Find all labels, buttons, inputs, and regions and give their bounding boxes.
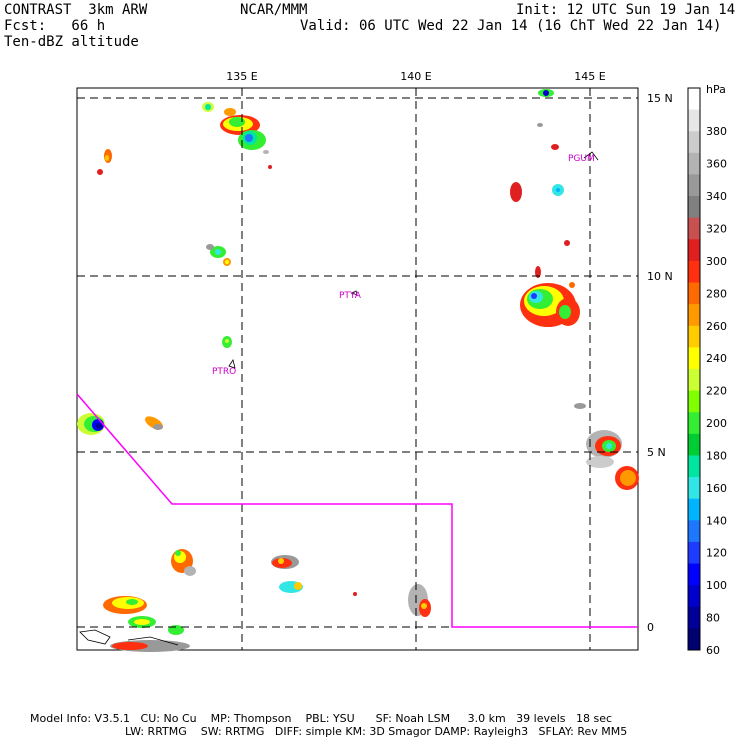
colorbar-label: 260 [706,320,727,333]
colorbar-swatch [688,325,700,348]
colorbar-swatch [688,477,700,500]
field-name: Ten-dBZ altitude [4,34,139,50]
coastlines [79,151,599,646]
colorbar-swatch [688,174,700,197]
colorbar-label: 280 [706,287,727,300]
colorbar-label: 220 [706,385,727,398]
colorbar-label: 200 [706,417,727,430]
colorbar-swatch [688,390,700,413]
colorbar-label: 300 [706,255,727,268]
colorbar-swatch [688,347,700,370]
colorbar-swatch [688,541,700,565]
colorbar-swatch [688,196,700,219]
colorbar-label: 320 [706,223,727,236]
colorbar-label: 240 [706,352,727,365]
storm-cell [574,403,639,490]
storm-cells [77,89,639,652]
colorbar-swatch [688,217,700,240]
storm-cell [206,244,231,266]
colorbar-unit: hPa [706,83,726,96]
lon-label-140e: 140 E [400,70,431,83]
storm-cell [202,102,272,169]
colorbar-swatch [688,606,700,629]
colorbar-label: 60 [706,644,720,657]
colorbar-swatch [688,585,700,608]
colorbar-label: 160 [706,482,727,495]
colorbar-label: 100 [706,579,727,592]
colorbar-swatch [688,304,700,327]
lat-label-10n: 10 N [647,270,673,283]
colorbar-swatch [688,131,700,154]
lon-label-145e: 145 E [574,70,605,83]
map-frame [76,87,639,651]
colorbar-label: 80 [706,612,720,625]
forecast-hour: Fcst: 66 h [4,18,106,34]
colorbar [687,87,701,651]
site-label-ptya: PTYA [339,291,362,301]
colorbar-swatch [688,412,700,435]
colorbar-swatch [688,88,700,111]
colorbar-swatch [688,152,700,175]
colorbar-label: 140 [706,514,727,527]
model-name: CONTRAST 3km ARW [4,2,148,18]
storm-cell [520,266,580,327]
colorbar-swatch [688,369,700,392]
colorbar-labels: 380 360 340 320 300 280 260 240 220 200 180 160 140 1… [706,125,727,657]
colorbar-swatch [688,628,700,651]
lat-lon-grid [77,88,638,650]
storm-cell [538,89,554,97]
storm-cell [97,149,112,175]
storm-cell [171,549,196,576]
site-label-pgum: PGUM [568,154,595,164]
colorbar-label: 180 [706,449,727,462]
center-name: NCAR/MMM [240,2,308,18]
colorbar-swatch [688,563,700,586]
colorbar-swatch [688,455,700,478]
colorbar-label: 120 [706,547,727,560]
colorbar-swatch [688,260,700,284]
storm-cell [510,123,570,246]
valid-time: Valid: 06 UTC Wed 22 Jan 14 (16 ChT Wed … [300,18,722,34]
colorbar-label: 360 [706,158,727,171]
init-time: Init: 12 UTC Sun 19 Jan 14 [516,2,736,18]
colorbar-swatch [688,433,700,456]
colorbar-swatch [688,239,700,262]
lon-label-135e: 135 E [226,70,257,83]
storm-cell [271,555,357,596]
storm-cell [222,336,232,348]
colorbar-swatch [688,109,700,132]
lat-label-0: 0 [647,621,654,634]
colorbar-swatch [688,520,700,543]
colorbar-label: 340 [706,190,727,203]
storm-cell [103,596,190,652]
colorbar-label: 380 [706,125,727,138]
colorbar-swatch [688,282,700,305]
lat-label-5n: 5 N [647,446,666,459]
colorbar-swatch [688,498,700,521]
footer-model-info-1: Model Info: V3.5.1 CU: No Cu MP: Thompso… [30,712,613,725]
site-label-ptro: PTRO [212,367,236,377]
lat-label-15n: 15 N [647,92,673,105]
storm-cell [408,584,431,617]
boundary-line [76,393,638,628]
footer-model-info-2: LW: RRTMG SW: RRTMG DIFF: simple KM: 3D … [125,725,628,738]
colorbar-outline [687,87,701,651]
